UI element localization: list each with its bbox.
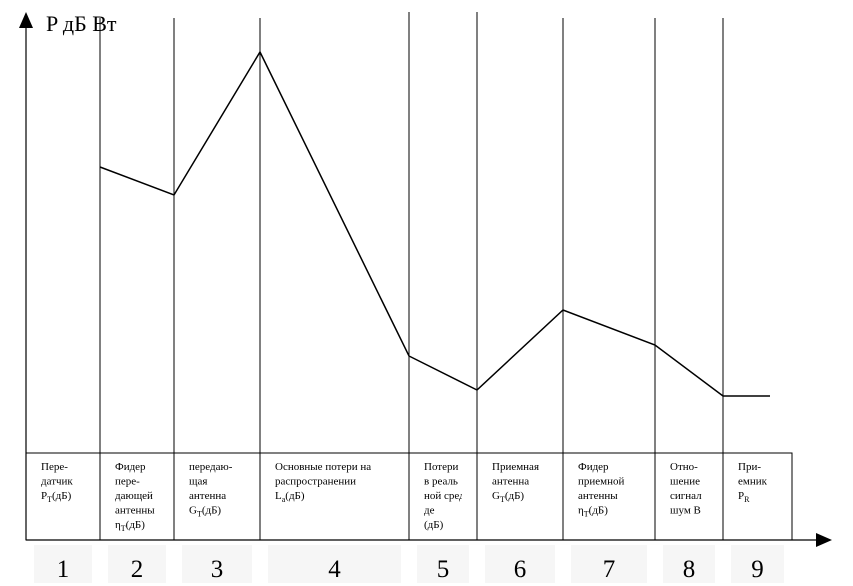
number-bg	[417, 545, 469, 583]
axis-label: P дБ Вт	[46, 11, 117, 36]
cell-line: Приемная	[492, 461, 539, 473]
cells: 1Пере-датчикPT(дБ)2Фидерпере-дающейантен…	[34, 461, 784, 583]
column-number: 3	[211, 556, 224, 583]
cell-line: щая	[189, 476, 207, 488]
unit: (дБ)	[126, 519, 146, 531]
subscript: T	[47, 495, 52, 504]
cell-line: датчик	[41, 476, 73, 488]
cell-line: La(дБ)	[275, 490, 305, 504]
column-number: 9	[751, 556, 764, 583]
cell-line: антенна	[189, 490, 226, 502]
column-number: 8	[683, 556, 696, 583]
cell-line: дающей	[115, 490, 153, 502]
cell-text: При-емник PR	[738, 461, 768, 504]
cell-line: При-	[738, 461, 761, 473]
column-number: 5	[437, 556, 450, 583]
cell-text: Потери в реаль ной сред де (дБ)	[424, 461, 465, 531]
symbol: L	[275, 490, 282, 502]
cell-line: передаю-	[189, 461, 233, 473]
number-bg	[268, 545, 401, 583]
y-arrow	[19, 12, 33, 28]
number-bg	[182, 545, 252, 583]
subscript: R	[744, 495, 750, 504]
cell-text: Приемная антенна GT(дБ)	[492, 461, 539, 504]
power-level-line	[99, 50, 770, 397]
cell-line: антенны	[578, 490, 618, 502]
cell-line: пере-	[115, 476, 140, 488]
subscript: a	[282, 495, 286, 504]
column-number: 7	[603, 556, 616, 583]
cell-line: GT(дБ)	[492, 490, 524, 504]
number-bg	[485, 545, 555, 583]
cell-text: Фидер приемной антенны ηT(дБ)	[578, 461, 625, 519]
symbol: η	[578, 505, 584, 517]
cell-line: сигнал	[670, 490, 702, 502]
cell-text: Отно-шение сигнал шум В	[670, 461, 702, 517]
cell-line: ηT(дБ)	[578, 505, 608, 519]
x-arrow	[816, 533, 832, 547]
number-bg	[108, 545, 166, 583]
cell-text: Основные потери на распространении La(дБ)	[275, 461, 371, 504]
cell-line: де	[424, 505, 435, 517]
subscript: T	[121, 524, 126, 533]
subscript: T	[584, 510, 589, 519]
symbol: G	[492, 490, 500, 502]
cell-text: Фидер пере-дающей антенны ηT(дБ)	[115, 461, 155, 533]
cell-line: Потери	[424, 461, 458, 473]
cell-line: приемной	[578, 476, 625, 488]
unit: (дБ)	[285, 490, 305, 502]
column-number: 1	[57, 556, 70, 583]
unit: (дБ)	[505, 490, 525, 502]
cell-text: Пере-датчик PT(дБ)	[41, 461, 73, 504]
cell-line: в реаль	[424, 476, 458, 488]
symbol: G	[189, 505, 197, 517]
unit: (дБ)	[589, 505, 609, 517]
number-bg	[731, 545, 784, 583]
number-bg	[663, 545, 715, 583]
cell-line: шение	[670, 476, 700, 488]
cell-line: PR	[738, 490, 750, 504]
cell-line: емник	[738, 476, 768, 488]
cell-line: Фидер	[578, 461, 609, 473]
label-box	[25, 452, 793, 541]
unit: (дБ)	[52, 490, 72, 502]
cell-line: PT(дБ)	[41, 490, 72, 504]
symbol: η	[115, 519, 121, 531]
subscript: T	[197, 510, 202, 519]
cell-line: ной сред	[424, 490, 465, 502]
column-number: 6	[514, 556, 527, 583]
cell-line: (дБ)	[424, 519, 444, 531]
cell-text: передаю-щая антенна GT(дБ)	[189, 461, 233, 519]
cell-line: шум В	[670, 505, 701, 517]
cell-line: антенна	[492, 476, 529, 488]
subscript: T	[500, 495, 505, 504]
number-bg	[34, 545, 92, 583]
cell-line: распространении	[275, 476, 356, 488]
cell-line: антенны	[115, 505, 155, 517]
symbol: P	[738, 490, 744, 502]
cell-line: Пере-	[41, 461, 68, 473]
cell-line: Фидер	[115, 461, 146, 473]
column-number: 2	[131, 556, 144, 583]
symbol: P	[41, 490, 47, 502]
column-number: 4	[328, 556, 341, 583]
number-bg	[571, 545, 647, 583]
cell-line: ηT(дБ)	[115, 519, 145, 533]
unit: (дБ)	[202, 505, 222, 517]
cell-line: GT(дБ)	[189, 505, 221, 519]
cell-line: Отно-	[670, 461, 698, 473]
cell-line: Основные потери на	[275, 461, 371, 473]
